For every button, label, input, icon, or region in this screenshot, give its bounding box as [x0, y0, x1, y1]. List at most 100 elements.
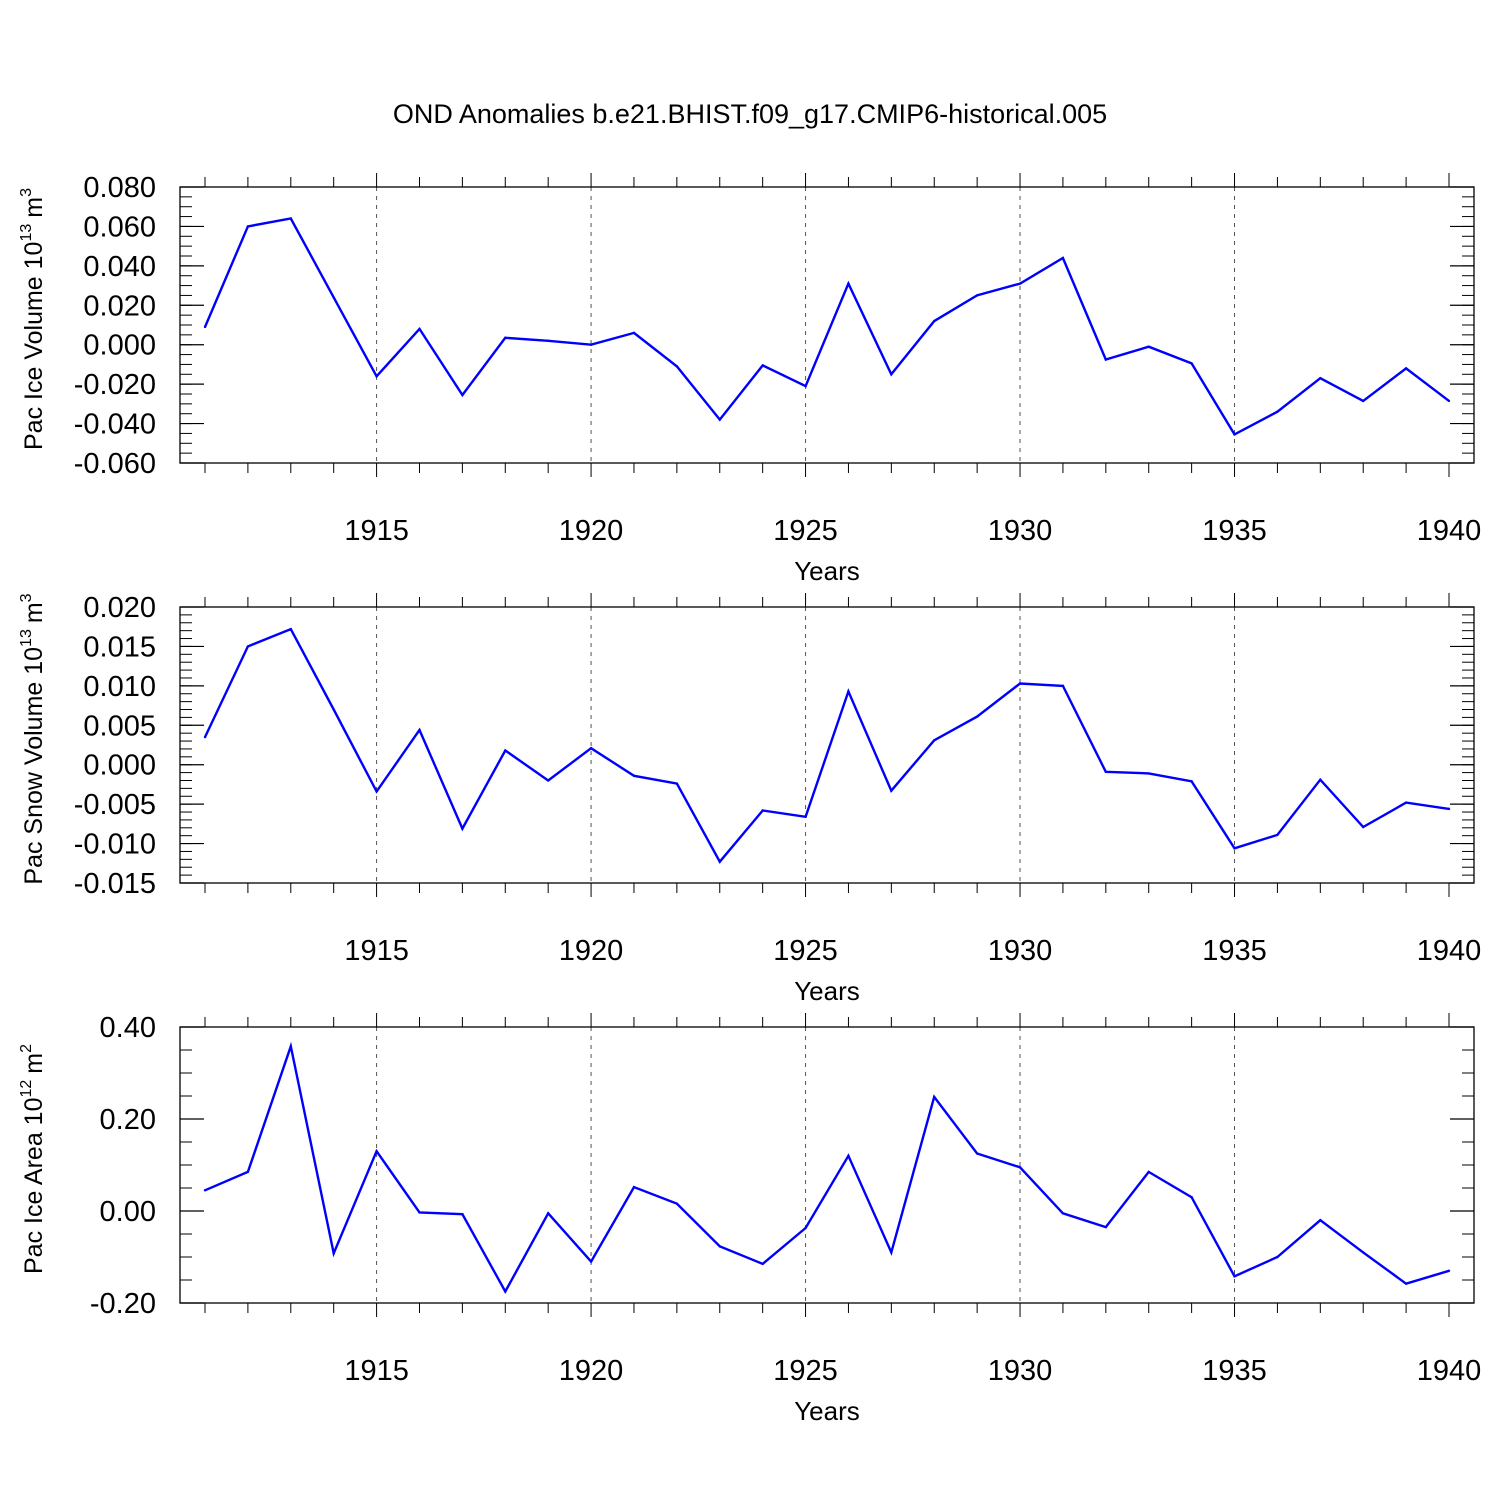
y-tick-label: -0.040	[74, 409, 156, 441]
data-point	[418, 1211, 421, 1214]
data-point	[1447, 1269, 1451, 1273]
x-tick-label: 1920	[559, 515, 624, 547]
data-point	[1233, 847, 1236, 850]
data-point	[1018, 1166, 1022, 1169]
data-point	[1190, 780, 1193, 783]
x-axis-label: Years	[794, 556, 860, 586]
x-tick-label: 1930	[988, 1355, 1053, 1387]
data-point	[289, 1045, 292, 1048]
data-point	[332, 1252, 335, 1255]
data-point	[375, 1150, 378, 1153]
data-point	[675, 1202, 679, 1205]
series-line	[203, 627, 1450, 864]
y-axis-label-exponent: 12	[18, 1080, 35, 1098]
y-tick-label: 0.010	[83, 671, 156, 703]
data-point	[718, 860, 721, 863]
data-point	[1018, 282, 1022, 285]
plot-frame	[179, 186, 1475, 464]
data-point	[1147, 772, 1150, 775]
x-tick-label: 1940	[1417, 515, 1482, 547]
data-point	[847, 282, 850, 285]
data-point	[1104, 1225, 1108, 1229]
data-point	[1404, 1282, 1408, 1285]
data-point	[546, 779, 550, 782]
y-axis-label: Pac Ice Volume 1013 m3	[18, 188, 48, 450]
data-point	[890, 1251, 893, 1254]
y-tick-label: -0.015	[74, 868, 156, 900]
data-point	[1018, 682, 1022, 685]
y-axis-label-text: Pac Ice Area 10	[20, 1098, 48, 1275]
y-tick-label: -0.060	[74, 448, 156, 480]
x-tick-label: 1935	[1202, 515, 1267, 547]
data-point	[375, 375, 378, 378]
y-tick-label: -0.20	[90, 1288, 156, 1320]
data-point	[1319, 1219, 1322, 1222]
y-axis-label-exponent: 13	[18, 629, 35, 647]
x-axis-label: Years	[794, 976, 860, 1006]
y-tick-label: -0.020	[74, 369, 156, 401]
y-tick-label: 0.40	[100, 1012, 156, 1044]
data-point	[461, 393, 464, 397]
data-point	[847, 1154, 850, 1158]
y-axis-label-unit-exponent: 3	[18, 188, 35, 197]
plot-frame	[179, 606, 1475, 884]
y-tick-label: 0.000	[83, 330, 156, 362]
x-tick-label: 1930	[988, 515, 1053, 547]
data-point	[375, 790, 378, 793]
data-point	[718, 1245, 721, 1248]
x-tick-label: 1925	[773, 935, 838, 967]
data-point	[1104, 358, 1108, 361]
data-point	[1190, 1196, 1193, 1199]
x-tick-label: 1920	[559, 1355, 624, 1387]
data-point	[1319, 377, 1322, 380]
data-point	[1190, 362, 1193, 365]
data-point	[975, 1152, 979, 1155]
x-tick-label: 1930	[988, 935, 1053, 967]
data-point	[546, 339, 550, 342]
y-axis-label: Pac Ice Area 1012 m2	[18, 1044, 48, 1274]
data-point	[1276, 833, 1279, 837]
data-point	[1104, 770, 1108, 774]
y-tick-label: 0.015	[83, 631, 156, 663]
y-tick-label: 0.20	[100, 1104, 156, 1136]
data-point	[975, 715, 979, 718]
data-point	[246, 225, 250, 228]
y-axis-label-text: Pac Snow Volume 10	[20, 647, 48, 885]
data-point	[1404, 367, 1408, 370]
data-point	[1404, 801, 1408, 804]
y-axis-label-unit-exponent: 2	[18, 1044, 35, 1053]
y-tick-label: 0.020	[83, 592, 156, 624]
data-point	[289, 217, 292, 220]
data-point	[461, 1213, 464, 1216]
data-point	[632, 774, 636, 777]
y-tick-label: 0.005	[83, 710, 156, 742]
chart-title: OND Anomalies b.e21.BHIST.f09_g17.CMIP6-…	[393, 99, 1107, 129]
data-point	[1147, 1170, 1150, 1174]
y-tick-label: 0.020	[83, 290, 156, 322]
y-axis-label-unit: m	[20, 197, 48, 218]
y-axis-label-unit-exponent: 3	[18, 593, 35, 602]
data-point	[1147, 345, 1150, 348]
x-axis-label: Years	[794, 1396, 860, 1426]
data-point	[1319, 778, 1322, 781]
data-point	[1233, 433, 1236, 436]
y-tick-label: -0.010	[74, 829, 156, 861]
data-point	[504, 336, 507, 340]
x-tick-label: 1935	[1202, 935, 1267, 967]
y-tick-label: 0.000	[83, 750, 156, 782]
plot-frame	[179, 1026, 1475, 1304]
data-point	[418, 327, 421, 331]
series-line	[203, 217, 1450, 436]
data-point	[589, 343, 593, 346]
data-point	[890, 373, 893, 376]
data-point	[289, 627, 292, 631]
y-axis-label: Pac Snow Volume 1013 m3	[18, 593, 48, 884]
data-point	[761, 809, 764, 812]
y-tick-label: 0.080	[83, 172, 156, 204]
data-point	[589, 746, 593, 750]
series-line	[204, 1041, 1450, 1294]
y-tick-label: 0.00	[100, 1196, 156, 1228]
data-point	[418, 728, 421, 732]
x-tick-label: 1920	[559, 935, 624, 967]
y-tick-label: 0.060	[83, 211, 156, 243]
